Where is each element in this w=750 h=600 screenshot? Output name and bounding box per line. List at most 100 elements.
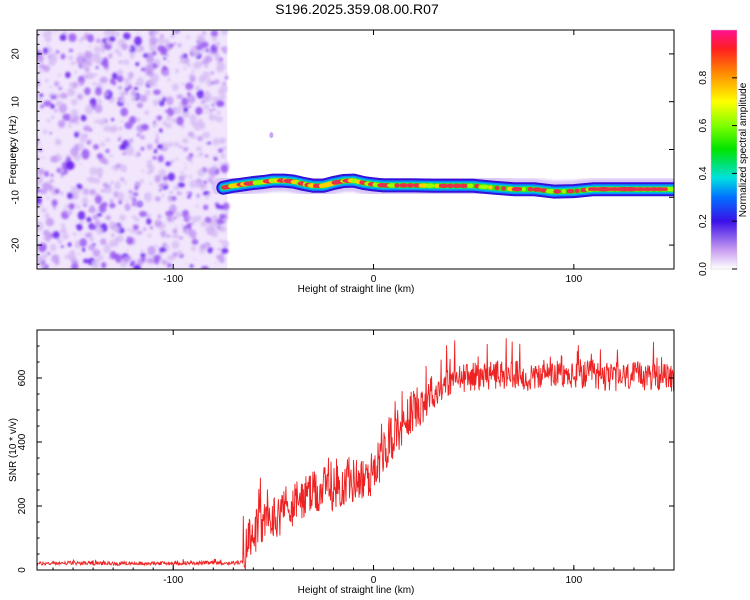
noise-blob	[84, 87, 91, 96]
noise-blob	[67, 242, 72, 247]
noise-blob	[129, 45, 136, 54]
noise-blob	[37, 168, 45, 176]
noise-blob	[84, 104, 93, 115]
noise-blob	[105, 67, 109, 72]
noise-blob	[53, 207, 56, 210]
noise-blob	[89, 45, 92, 48]
noise-blob	[119, 144, 126, 150]
noise-blob	[50, 104, 55, 109]
noise-blob	[47, 184, 53, 191]
noise-blob	[151, 73, 160, 83]
noise-blob	[94, 194, 102, 204]
noise-blob	[144, 253, 147, 257]
noise-blob	[158, 98, 162, 102]
noise-blob	[81, 148, 90, 160]
noise-blob	[94, 52, 101, 58]
noise-blob	[157, 214, 162, 220]
colorbar-tick-label: 0.4	[698, 166, 709, 180]
noise-blob	[162, 242, 167, 247]
noise-blob	[132, 197, 137, 202]
noise-blob	[125, 199, 128, 203]
noise-blob	[176, 94, 183, 100]
noise-blob	[145, 89, 151, 97]
trace-hotspot	[478, 184, 490, 189]
noise-blob	[171, 117, 177, 124]
noise-blob	[95, 38, 102, 44]
noise-blob	[66, 211, 71, 215]
y-tick-label: 600	[17, 369, 28, 386]
noise-blob	[83, 258, 89, 264]
noise-blob	[59, 34, 67, 41]
noise-blob	[173, 107, 177, 111]
noise-blob	[56, 155, 63, 161]
noise-blob	[133, 264, 142, 269]
noise-blob	[37, 183, 40, 187]
noise-blob	[173, 42, 176, 45]
trace-hotspot	[467, 183, 474, 188]
noise-blob	[109, 154, 113, 158]
noise-blob	[197, 61, 204, 67]
noise-blob	[46, 47, 53, 54]
noise-blob	[49, 232, 53, 237]
noise-blob	[161, 95, 165, 98]
noise-blob	[219, 163, 223, 165]
snr-series-line	[37, 338, 674, 570]
noise-blob	[162, 260, 168, 265]
noise-blob	[54, 30, 58, 33]
noise-blob	[122, 256, 131, 263]
noise-blob	[185, 262, 187, 265]
noise-blob	[60, 53, 66, 60]
noise-blob	[200, 220, 208, 228]
noise-blob	[154, 174, 161, 183]
noise-blob	[165, 122, 172, 129]
noise-blob	[89, 167, 97, 176]
noise-blob	[131, 90, 136, 97]
colorbar-ticks: 0.0 0.2 0.4 0.6 0.8	[698, 29, 738, 276]
noise-blob	[123, 32, 131, 40]
noise-blob	[147, 128, 150, 131]
noise-blob	[134, 153, 139, 158]
noise-blob	[81, 133, 88, 138]
noise-blob	[139, 94, 148, 103]
noise-blob	[64, 254, 71, 260]
noise-blob	[173, 185, 180, 191]
trace-hotspot	[553, 189, 561, 194]
noise-blob	[111, 118, 115, 122]
noise-blob	[55, 138, 61, 145]
noise-blob	[109, 35, 116, 42]
noise-blob	[221, 240, 230, 249]
noise-blob	[188, 174, 192, 179]
noise-blob	[204, 63, 209, 68]
noise-blob	[57, 120, 66, 129]
y-tick-label: 20	[11, 48, 22, 60]
noise-blob	[177, 190, 183, 196]
noise-blob	[219, 93, 226, 101]
noise-blob	[196, 194, 200, 197]
noise-blob	[94, 119, 99, 124]
noise-blob	[124, 90, 129, 95]
noise-blob	[38, 64, 46, 69]
noise-blob	[84, 51, 93, 59]
trace-hotspot	[399, 183, 408, 188]
noise-blob	[219, 213, 227, 220]
noise-blob	[153, 120, 156, 124]
noise-blob	[97, 98, 101, 102]
noise-blob	[177, 43, 182, 48]
noise-blob	[167, 59, 170, 63]
noise-blob	[198, 152, 204, 157]
noise-blob	[184, 166, 187, 170]
trace-hotspot	[394, 183, 400, 188]
noise-blob	[203, 93, 212, 102]
noise-blob	[105, 138, 111, 142]
noise-blob	[49, 132, 52, 135]
noise-blob	[62, 113, 71, 122]
trace-hotspot	[527, 187, 534, 192]
noise-blob	[58, 87, 63, 90]
noise-blob	[76, 224, 79, 227]
noise-blob	[140, 46, 144, 50]
noise-blob	[153, 89, 161, 95]
noise-blob	[220, 164, 229, 174]
noise-blob	[193, 258, 196, 261]
noise-blob	[68, 55, 74, 61]
trace-hotspot	[545, 189, 556, 194]
